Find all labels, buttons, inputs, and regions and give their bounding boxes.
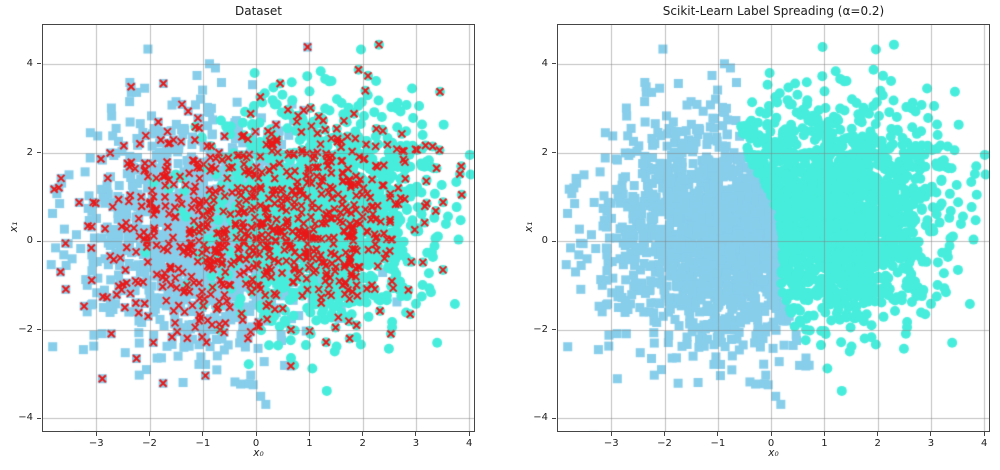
y-tick-label: −2 xyxy=(533,323,548,335)
dataset-scatter-plot xyxy=(42,24,475,432)
y-tick-mark xyxy=(37,152,41,153)
y-tick-mark xyxy=(552,329,556,331)
x-tick-label: 4 xyxy=(981,438,988,449)
x-tick-mark xyxy=(877,432,879,436)
x-tick-mark xyxy=(930,432,932,436)
y-tick-label: 4 xyxy=(541,57,548,69)
x-tick-mark xyxy=(202,432,204,436)
x-tick-label: −2 xyxy=(657,438,672,449)
label-spreading-scatter-plot xyxy=(557,24,990,432)
x-tick-mark xyxy=(308,432,310,436)
x-tick-label: 3 xyxy=(412,438,420,449)
x-tick-label: 1 xyxy=(306,438,313,449)
x-tick-label: −3 xyxy=(603,438,619,449)
y-tick-mark xyxy=(552,63,556,65)
y-tick-mark xyxy=(37,63,41,65)
x-tick-label: −3 xyxy=(88,438,104,449)
left-plot-x-axis-label: x₀ xyxy=(253,447,264,459)
x-tick-label: 3 xyxy=(927,438,935,449)
y-tick-mark xyxy=(37,417,41,419)
y-tick-label: 4 xyxy=(26,57,33,69)
right-plot-x-axis-label: x₀ xyxy=(768,447,779,459)
x-tick-mark xyxy=(823,432,825,436)
y-tick-label: 2 xyxy=(541,146,548,158)
x-tick-mark xyxy=(95,432,97,436)
x-tick-mark xyxy=(415,432,417,436)
y-tick-label: 0 xyxy=(541,235,548,247)
y-tick-label: −2 xyxy=(18,323,33,335)
y-tick-label: −4 xyxy=(18,412,33,424)
x-tick-mark xyxy=(664,432,666,436)
x-tick-mark xyxy=(149,432,151,436)
x-tick-mark xyxy=(255,432,257,436)
x-tick-label: 1 xyxy=(821,438,828,449)
x-tick-mark xyxy=(610,432,612,436)
y-tick-mark xyxy=(37,240,41,242)
x-tick-mark xyxy=(983,432,985,436)
x-tick-mark xyxy=(468,432,470,436)
y-tick-mark xyxy=(552,152,556,153)
x-tick-label: −1 xyxy=(710,438,726,449)
x-tick-label: 4 xyxy=(466,438,473,449)
y-tick-mark xyxy=(552,417,556,419)
left-plot-title: Dataset xyxy=(235,4,282,18)
x-tick-label: −2 xyxy=(142,438,157,449)
y-tick-label: 0 xyxy=(26,235,33,247)
y-tick-label: −4 xyxy=(533,412,548,424)
x-tick-label: 2 xyxy=(874,438,881,449)
x-tick-mark xyxy=(362,432,364,436)
x-tick-label: −1 xyxy=(195,438,211,449)
x-tick-label: 0 xyxy=(767,438,775,449)
x-tick-mark xyxy=(717,432,719,436)
x-tick-label: 0 xyxy=(252,438,260,449)
x-tick-mark xyxy=(770,432,772,436)
x-tick-label: 2 xyxy=(359,438,366,449)
y-tick-mark xyxy=(37,329,41,331)
right-plot-title: Scikit-Learn Label Spreading (α=0.2) xyxy=(662,4,885,18)
y-tick-mark xyxy=(552,240,556,242)
y-tick-label: 2 xyxy=(26,146,33,158)
